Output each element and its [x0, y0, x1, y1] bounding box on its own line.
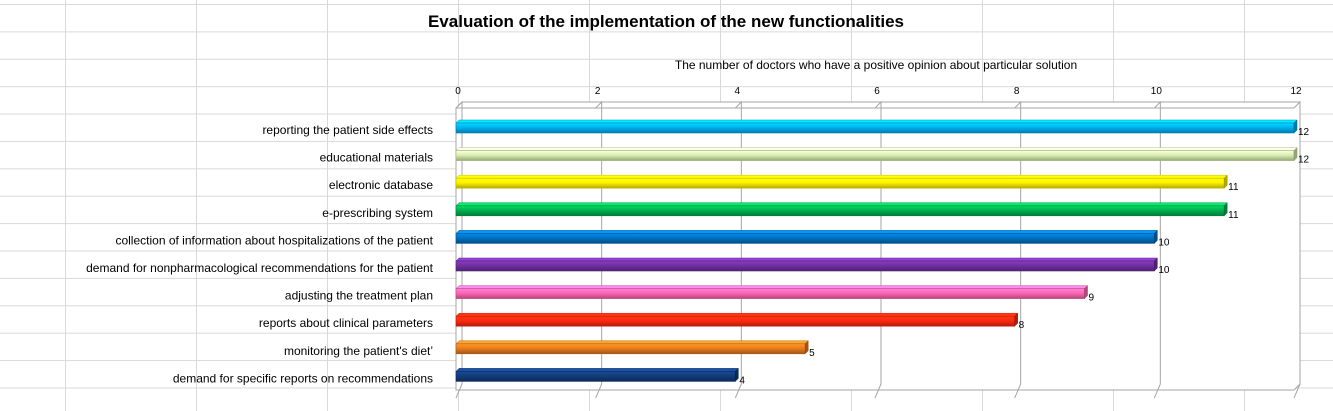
- x-tick-label: 6: [874, 86, 880, 97]
- data-label: 10: [1158, 265, 1170, 276]
- category-label: monitoring the patient's diet’: [284, 344, 433, 358]
- bar-front-face: [455, 343, 806, 355]
- category-label: reports about clinical parameters: [259, 316, 433, 330]
- bar-front-face: [455, 233, 1155, 244]
- bar-front-face: [455, 205, 1225, 217]
- bar: [455, 202, 1228, 217]
- bar-end-face: [1223, 202, 1228, 217]
- category-label: e-prescribing system: [322, 206, 433, 220]
- category-label: reporting the patient side effects: [262, 123, 433, 137]
- gridline: [1293, 100, 1301, 399]
- bar-top-face: [455, 257, 1158, 262]
- bars: [455, 119, 1298, 383]
- data-labels: 12 12 11 11 10 10 9 8 5 4: [739, 127, 1309, 386]
- bar-end-face: [735, 367, 739, 383]
- category-label: adjusting the treatment plan: [285, 289, 433, 303]
- x-tick-label: 2: [595, 86, 601, 97]
- category-label: educational materials: [320, 151, 433, 165]
- bar: [455, 119, 1298, 134]
- bar-end-face: [1154, 229, 1158, 245]
- bar-top-face: [455, 202, 1228, 207]
- data-label: 11: [1228, 210, 1239, 221]
- bar: [455, 146, 1298, 162]
- x-tick-label: 12: [1290, 86, 1302, 97]
- bar: [455, 284, 1089, 300]
- data-label: 5: [809, 348, 815, 359]
- x-tick-label: 8: [1014, 86, 1020, 97]
- bar-end-face: [1014, 312, 1018, 327]
- bar-top-face: [455, 312, 1019, 317]
- bar-top-face: [455, 174, 1228, 179]
- x-tick-labels: 0 2 4 6 8 10 12: [455, 86, 1302, 97]
- data-label: 11: [1228, 182, 1239, 193]
- bar: [455, 257, 1158, 272]
- data-label: 8: [1019, 320, 1025, 331]
- x-tick-label: 10: [1151, 86, 1163, 97]
- x-tick-label: 0: [455, 86, 461, 97]
- bar-front-face: [455, 260, 1155, 272]
- bar-top-face: [455, 147, 1298, 151]
- data-label: 12: [1298, 155, 1310, 166]
- bar-top-face: [455, 368, 739, 372]
- category-label: electronic database: [329, 178, 433, 192]
- bar-top-face: [455, 340, 809, 345]
- category-label: demand for nonpharmacological recommenda…: [86, 261, 434, 275]
- bar-front-face: [455, 122, 1295, 134]
- bar-end-face: [1084, 284, 1088, 300]
- bar-top-face: [455, 119, 1298, 124]
- gridline: [1153, 100, 1161, 399]
- data-label: 12: [1298, 127, 1310, 138]
- category-labels: reporting the patient side effects educat…: [86, 123, 434, 385]
- data-label: 4: [739, 375, 745, 386]
- bar: [455, 312, 1019, 327]
- bar-front-face: [455, 371, 736, 382]
- bar-end-face: [1223, 174, 1228, 189]
- x-tick-label: 4: [735, 86, 741, 97]
- data-label: 9: [1089, 293, 1095, 304]
- bar-top-face: [455, 230, 1158, 234]
- bar: [455, 367, 739, 383]
- bar-front-face: [455, 288, 1085, 299]
- category-label: collection of information about hospital…: [115, 233, 433, 247]
- bar-end-face: [1293, 146, 1298, 162]
- bar-end-face: [1293, 119, 1298, 134]
- bar: [455, 340, 809, 355]
- bar-top-face: [455, 285, 1089, 289]
- x-axis-title: The number of doctors who have a positiv…: [675, 58, 1077, 72]
- chart-title: Evaluation of the implementation of the …: [428, 12, 904, 31]
- bar: [455, 174, 1228, 189]
- bar-end-face: [804, 340, 809, 355]
- bar-front-face: [455, 315, 1015, 327]
- bar-front-face: [455, 177, 1225, 189]
- category-label: demand for specific reports on recommend…: [173, 371, 433, 385]
- bar-end-face: [1154, 257, 1158, 272]
- bar-front-face: [455, 150, 1295, 161]
- data-label: 10: [1158, 237, 1170, 248]
- bar: [455, 229, 1158, 245]
